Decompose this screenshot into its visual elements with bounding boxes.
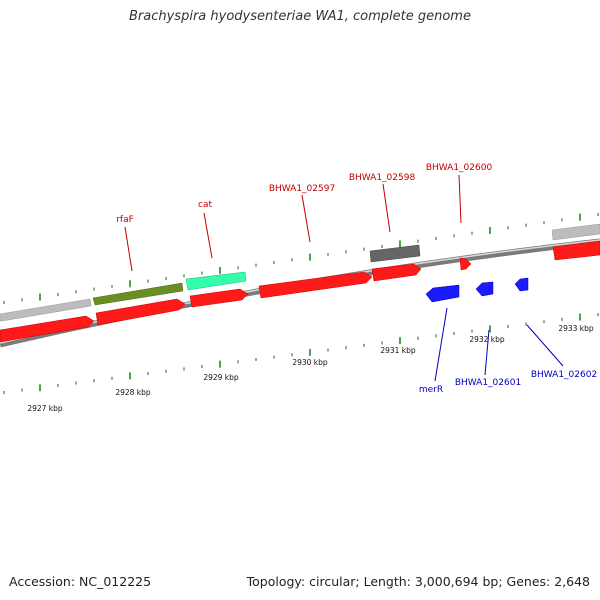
feature-BHWA1_02602[interactable] — [514, 277, 529, 292]
gene-label-rfaF[interactable]: rfaF — [116, 215, 134, 225]
feature-red-2[interactable] — [95, 298, 186, 326]
feature-cat[interactable] — [185, 271, 247, 291]
feature-BHWA1_02598[interactable] — [369, 244, 421, 263]
feature-merR[interactable] — [425, 284, 460, 303]
label-leaders — [124, 174, 564, 382]
genome-backbone — [0, 238, 600, 348]
feature-red-4[interactable] — [371, 263, 422, 282]
ruler-label-2932: 2932 kbp — [469, 335, 505, 344]
genome-summary: Topology: circular; Length: 3,000,694 bp… — [246, 574, 590, 589]
ruler-label-2927: 2927 kbp — [27, 404, 63, 413]
feature-gray-left[interactable] — [0, 298, 92, 322]
feature-red-5[interactable] — [552, 240, 600, 261]
gene-label-BHWA1_02601[interactable]: BHWA1_02601 — [455, 378, 521, 388]
ruler-label-2931: 2931 kbp — [380, 346, 416, 355]
gene-label-BHWA1_02598[interactable]: BHWA1_02598 — [349, 173, 416, 183]
feature-rfaF[interactable] — [92, 282, 184, 306]
gene-label-BHWA1_02597[interactable]: BHWA1_02597 — [269, 184, 335, 194]
feature-BHWA1_02600[interactable] — [459, 257, 472, 271]
feature-gray-right[interactable] — [551, 223, 600, 241]
ruler-labels: 2927 kbp 2928 kbp 2929 kbp 2930 kbp 2931… — [27, 324, 594, 413]
gene-label-BHWA1_02600[interactable]: BHWA1_02600 — [426, 163, 493, 173]
feature-red-1[interactable] — [0, 315, 95, 343]
gene-label-merR[interactable]: merR — [419, 385, 443, 395]
ruler-label-2928: 2928 kbp — [115, 388, 151, 397]
ruler-label-2930: 2930 kbp — [292, 358, 328, 367]
genome-title: Brachyspira hyodysenteriae WA1, complete… — [129, 9, 471, 24]
feature-BHWA1_02597[interactable] — [258, 271, 373, 299]
gene-label-cat[interactable]: cat — [198, 200, 212, 210]
ruler-label-2933: 2933 kbp — [558, 324, 594, 333]
accession-label: Accession: NC_012225 — [9, 574, 152, 589]
feature-BHWA1_02601[interactable] — [475, 281, 494, 297]
gene-label-BHWA1_02602[interactable]: BHWA1_02602 — [531, 370, 597, 380]
tick-marks — [3, 212, 599, 394]
feature-red-3[interactable] — [189, 288, 249, 308]
ruler-label-2929: 2929 kbp — [203, 373, 239, 382]
